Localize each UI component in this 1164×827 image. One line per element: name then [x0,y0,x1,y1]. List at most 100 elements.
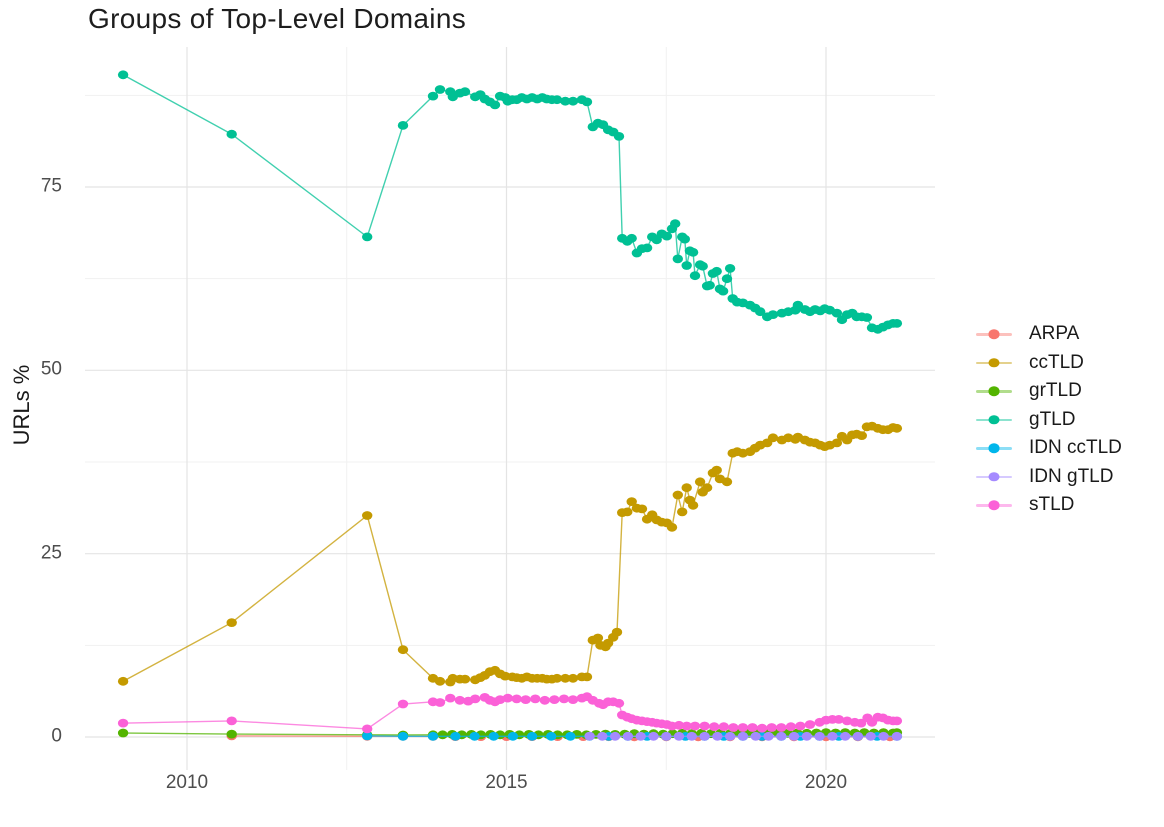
data-point [613,698,625,708]
data-point [689,721,701,731]
data-point [712,731,723,741]
data-point [673,731,685,741]
data-point [584,731,595,741]
data-point [551,95,563,105]
grid-minor [85,47,935,770]
data-point [635,731,646,741]
data-point [711,266,722,276]
data-point [397,731,409,741]
legend-label: sTLD [1029,494,1075,516]
data-point [717,286,729,296]
data-point [434,85,446,94]
data-point [670,219,681,229]
data-point [699,731,710,741]
data-point [459,87,471,97]
legend-key-icon [976,324,1012,344]
data-point [427,91,439,101]
data-point [891,716,903,726]
data-point [737,723,749,732]
data-point [626,497,637,506]
data-point [661,731,672,741]
data-point [750,731,761,741]
legend: ARPA ccTLD grTLD gTLD IDN ccTLD IDN gTLD sTLD [976,320,1122,520]
data-point [567,673,579,683]
data-point [672,490,683,500]
chart-title: Groups of Top-Level Domains [88,3,466,34]
data-point [673,720,685,730]
data-point [766,723,777,732]
data-point [878,731,889,741]
data-point [454,695,466,705]
data-point [795,721,806,731]
data-point [891,423,903,433]
data-point [560,96,571,106]
data-point [763,731,774,741]
y-tick-label: 0 [51,725,62,747]
data-point [681,483,692,493]
data-point [117,728,129,738]
data-point [666,522,678,532]
data-point [701,483,713,493]
data-point [613,132,625,141]
x-tick-label: 2020 [804,772,848,793]
data-point [728,723,739,732]
legend-key-icon [976,410,1012,430]
data-point [611,627,623,637]
data-point [677,507,688,517]
data-point [704,280,715,290]
data-point [861,313,873,322]
data-point [581,97,593,107]
data-point [502,693,513,703]
data-point [609,731,621,741]
series-gTLD [117,70,903,334]
data-point [840,731,851,741]
data-point [581,672,593,682]
data-point [833,715,844,724]
data-point [117,70,129,80]
data-point [226,129,237,139]
legend-label: IDN ccTLD [1029,437,1122,459]
legend-item-stld: sTLD [976,491,1122,520]
data-point [549,695,560,704]
series-ccTLD [117,421,903,687]
data-point [226,618,237,627]
data-point [470,694,481,704]
data-point [520,695,531,704]
data-point [724,264,736,273]
data-point [427,731,439,741]
data-point [827,731,838,741]
data-point [747,723,758,732]
data-point [686,731,697,741]
data-point [226,716,237,726]
data-point [661,231,673,241]
data-point [814,731,825,741]
data-point [434,698,446,707]
data-point [567,96,579,106]
data-point [397,121,409,130]
legend-label: IDN gTLD [1029,465,1114,487]
legend-item-grtld: grTLD [976,377,1122,406]
y-tick-label: 75 [40,175,62,197]
data-point [622,731,634,741]
data-point [565,731,576,741]
data-point [488,731,499,741]
data-point [737,731,749,741]
legend-label: gTLD [1029,408,1076,430]
data-point [362,724,373,734]
data-point [721,477,733,487]
data-point [560,673,571,683]
data-point [397,645,409,655]
data-point [767,433,779,443]
data-point [709,722,720,732]
data-point [117,718,129,728]
data-point [362,232,373,242]
data-point [489,100,501,110]
data-point [891,731,903,741]
data-point [699,721,710,731]
data-point [689,271,701,281]
y-tick-label: 50 [40,358,62,380]
data-point [558,694,570,704]
legend-label: ARPA [1029,323,1080,345]
legend-item-arpa: ARPA [976,320,1122,349]
